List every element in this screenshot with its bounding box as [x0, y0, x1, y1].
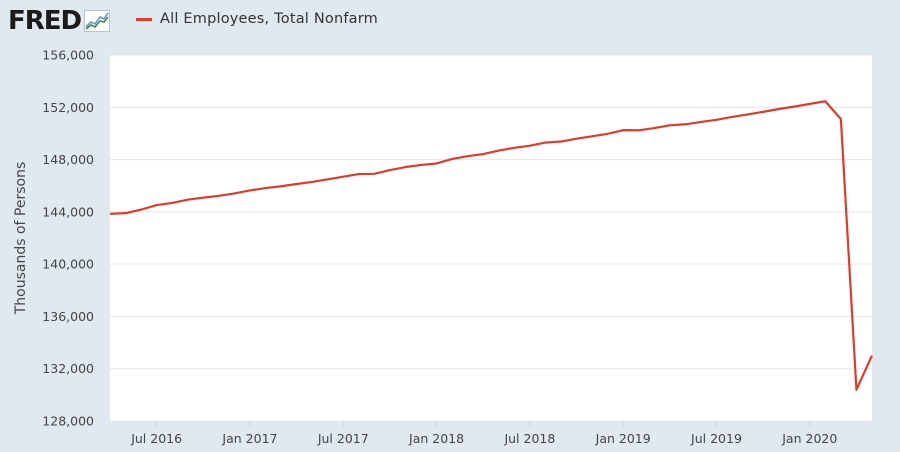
logo-graph-icon [84, 10, 111, 32]
x-tick-label: Jan 2017 [221, 431, 277, 446]
y-tick-label: 136,000 [42, 309, 94, 324]
x-tick-label: Jul 2016 [130, 431, 182, 446]
x-tick-label: Jan 2018 [408, 431, 464, 446]
x-tick-label: Jul 2019 [690, 431, 742, 446]
x-tick-label: Jan 2019 [595, 431, 651, 446]
gridlines [110, 54, 872, 422]
logo-text: FRED [8, 6, 82, 36]
y-tick-label: 132,000 [42, 361, 94, 376]
series-group [109, 100, 874, 391]
legend-label: All Employees, Total Nonfarm [160, 11, 378, 27]
y-tick-label: 152,000 [42, 100, 94, 115]
fred-logo[interactable]: FRED [8, 6, 111, 36]
plot-background [110, 55, 872, 421]
y-tick-label: 140,000 [42, 257, 94, 272]
x-tick-label: Jan 2020 [781, 431, 837, 446]
y-axis-ticks: 128,000 132,000 136,000 140,000 144,000 148,0… [42, 48, 94, 429]
y-tick-label: 148,000 [42, 152, 94, 167]
y-tick-label: 144,000 [42, 204, 94, 219]
x-axis-ticks: Jul 2016 Jan 2017 Jul 2017 Jan 2018 Jul 2018… [130, 421, 837, 446]
x-tick-label: Jul 2018 [503, 431, 555, 446]
x-tick-label: Jul 2017 [317, 431, 369, 446]
chart-header: FRED All Employees, Total Nonfarm [0, 0, 900, 44]
y-axis-label: Thousands of Persons [13, 162, 29, 316]
legend-swatch [136, 17, 152, 21]
chart-legend[interactable]: All Employees, Total Nonfarm [136, 11, 378, 27]
y-tick-label: 156,000 [42, 48, 94, 63]
y-tick-label: 128,000 [42, 414, 94, 429]
series-line[interactable] [109, 100, 874, 391]
